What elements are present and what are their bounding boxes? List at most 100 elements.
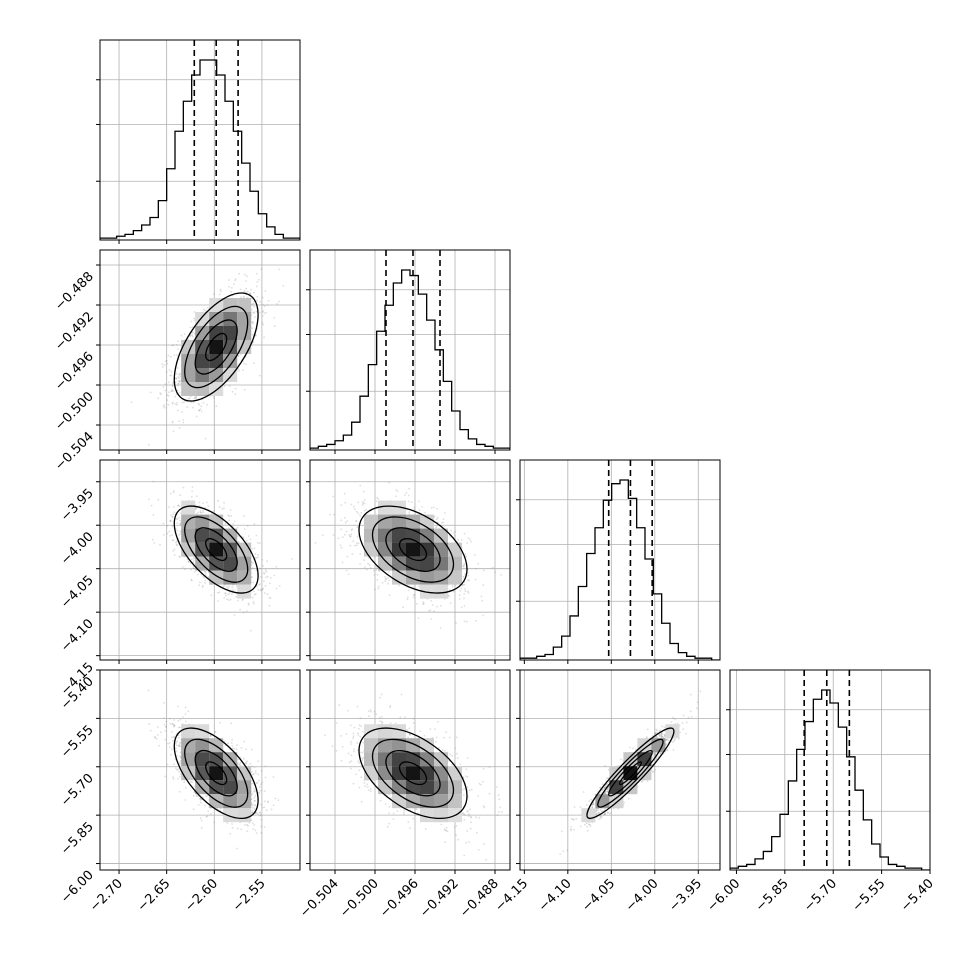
scatter-point: [474, 567, 477, 570]
scatter-point: [237, 368, 240, 371]
scatter-point: [329, 513, 331, 516]
scatter-point: [217, 499, 220, 502]
scatter-point: [481, 599, 483, 602]
scatter-point: [436, 507, 438, 510]
scatter-point: [206, 501, 208, 504]
scatter-point: [244, 273, 246, 276]
scatter-point: [181, 716, 184, 719]
density-block: [434, 584, 448, 599]
scatter-point: [357, 512, 360, 515]
scatter-point: [204, 572, 207, 574]
scatter-point: [193, 791, 196, 793]
scatter-point: [217, 600, 219, 602]
scatter-point: [463, 605, 466, 607]
scatter-point: [468, 579, 470, 582]
scatter-point: [218, 293, 221, 296]
scatter-point: [242, 598, 244, 601]
scatter-point: [224, 592, 227, 595]
scatter-point: [189, 335, 192, 338]
scatter-point: [395, 495, 398, 498]
panel-frame: [99, 39, 301, 241]
scatter-point: [255, 569, 258, 572]
scatter-point: [424, 511, 426, 514]
contour-level-4: [173, 292, 259, 402]
scatter-point: [355, 519, 357, 522]
scatter-point: [255, 556, 258, 559]
scatter-point: [148, 498, 150, 501]
scatter-point: [198, 501, 201, 504]
scatter-point: [340, 546, 343, 549]
scatter-point: [246, 296, 249, 299]
density-block: [195, 354, 210, 368]
scatter-point: [190, 579, 193, 582]
scatter-point: [232, 523, 235, 525]
scatter-point: [153, 542, 156, 544]
scatter-point: [251, 548, 254, 550]
contour-level-3: [184, 305, 249, 389]
scatter-point: [177, 504, 180, 507]
scatter-point: [200, 511, 203, 514]
scatter-point: [360, 512, 363, 514]
scatter-point: [171, 421, 174, 424]
scatter-point: [261, 589, 263, 592]
scatter-point: [197, 402, 200, 405]
scatter-point: [260, 268, 263, 271]
scatter-point: [181, 401, 184, 404]
density-content: [130, 268, 285, 446]
scatter-point: [169, 519, 172, 522]
scatter-point: [451, 585, 454, 588]
scatter-point: [176, 402, 178, 404]
density-block: [420, 528, 434, 543]
scatter-point: [176, 543, 179, 546]
density-block: [364, 542, 378, 557]
scatter-point: [413, 594, 415, 596]
scatter-point: [224, 594, 227, 597]
scatter-point: [177, 384, 179, 387]
scatter-point: [351, 553, 354, 555]
scatter-point: [259, 811, 261, 814]
density-block: [378, 556, 392, 571]
scatter-point: [415, 602, 418, 605]
scatter-point: [339, 544, 342, 547]
scatter-point: [245, 363, 248, 366]
scatter-point: [179, 375, 182, 378]
scatter-point: [166, 532, 169, 535]
scatter-point: [246, 525, 249, 527]
scatter-point: [482, 584, 485, 587]
scatter-point: [262, 587, 264, 590]
scatter-point: [196, 512, 198, 515]
scatter-point: [198, 505, 201, 507]
scatter-point: [458, 598, 461, 600]
scatter-point: [234, 279, 236, 282]
scatter-point: [223, 385, 226, 388]
scatter-point: [228, 515, 231, 518]
scatter-point: [228, 519, 231, 522]
scatter-point: [168, 530, 171, 533]
scatter-point: [210, 594, 213, 597]
scatter-point: [251, 327, 254, 330]
scatter-point: [176, 354, 179, 357]
scatter-point: [264, 290, 267, 292]
scatter-point: [262, 323, 265, 326]
scatter-point: [248, 292, 251, 295]
density-panel-4-1: [96, 669, 301, 874]
scatter-point: [172, 430, 175, 433]
scatter-point: [166, 525, 169, 527]
scatter-point: [341, 561, 344, 564]
scatter-point: [172, 513, 175, 516]
scatter-point: [169, 535, 171, 537]
scatter-point: [462, 565, 464, 567]
scatter-point: [347, 573, 350, 575]
scatter-point: [467, 590, 469, 593]
density-panel-3-2: [306, 459, 511, 664]
scatter-point: [193, 311, 196, 313]
scatter-point: [162, 522, 165, 525]
density-block: [364, 528, 378, 543]
scatter-point: [417, 617, 420, 619]
scatter-point: [175, 377, 178, 380]
scatter-point: [252, 562, 254, 564]
scatter-point: [203, 308, 205, 311]
scatter-point: [356, 542, 358, 545]
density-block: [223, 326, 238, 340]
scatter-point: [192, 560, 195, 562]
